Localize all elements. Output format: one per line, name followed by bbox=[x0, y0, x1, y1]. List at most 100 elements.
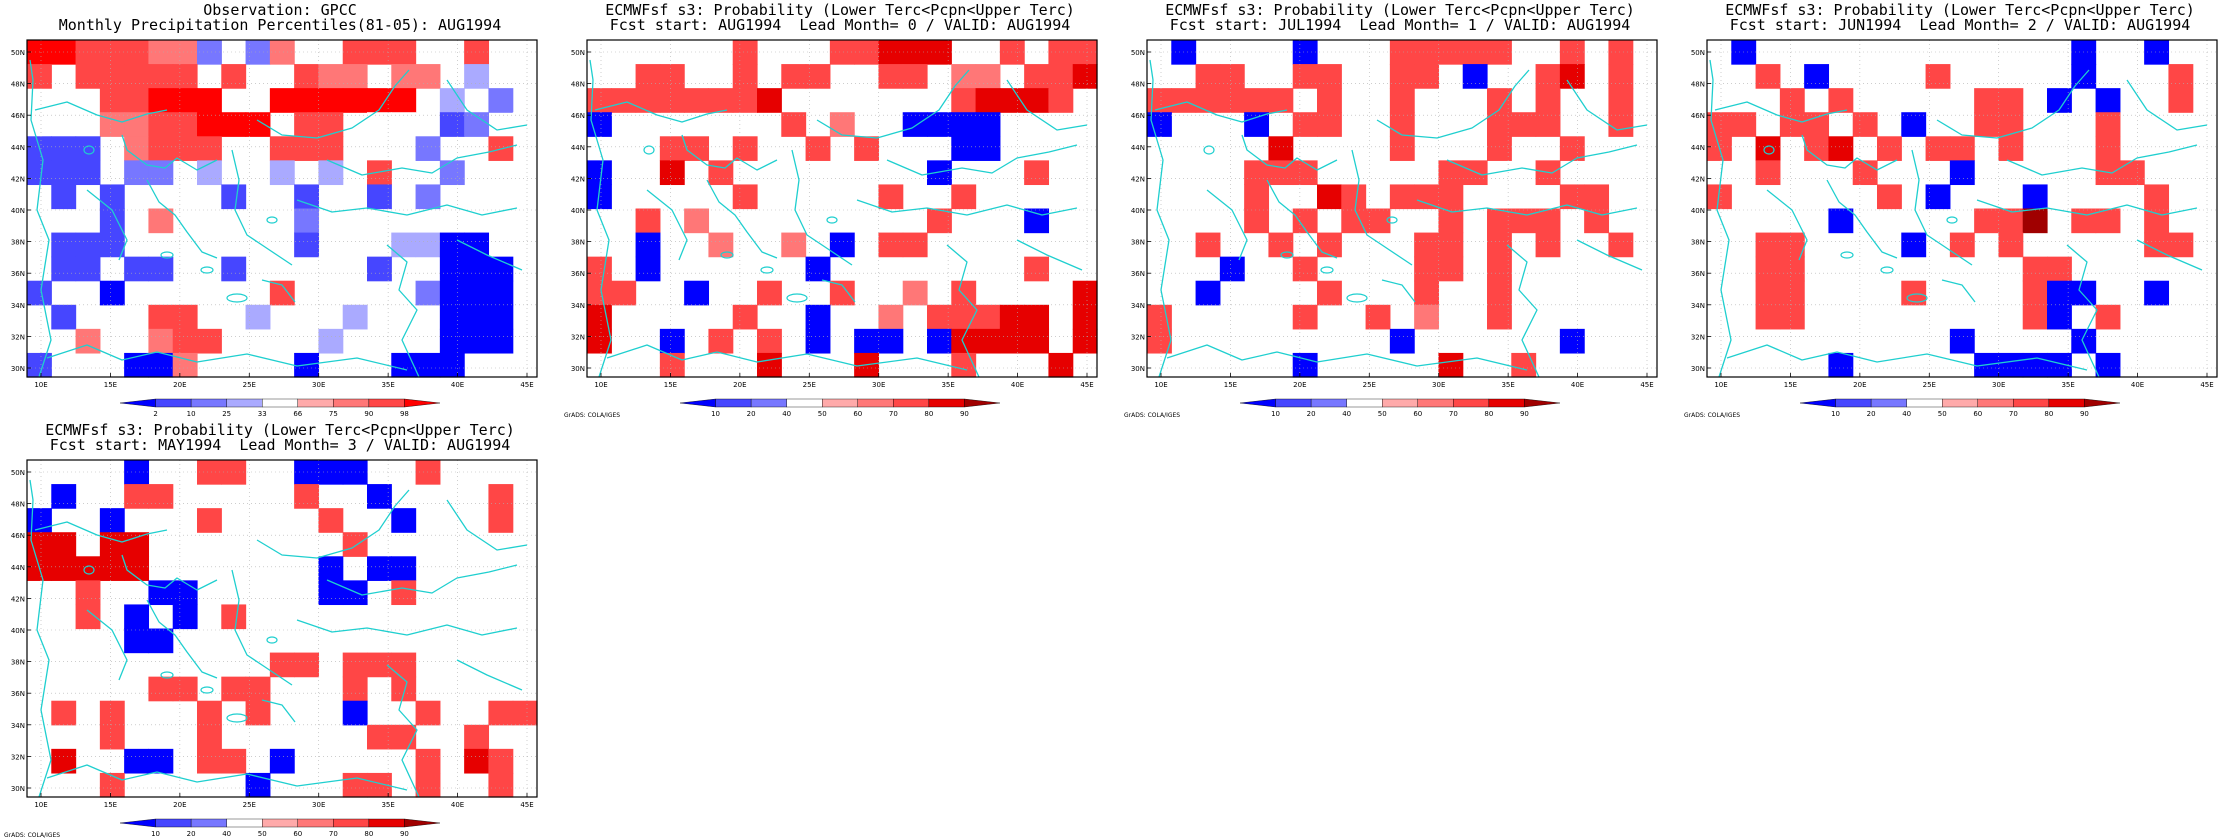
shaded-grid-cell bbox=[197, 508, 222, 533]
latitude-tick-label: 30N bbox=[1691, 365, 1705, 373]
coastline bbox=[256, 489, 410, 559]
shaded-grid-cell bbox=[172, 604, 198, 630]
shaded-grid-cell bbox=[124, 628, 150, 654]
latitude-tick-label: 30N bbox=[571, 365, 585, 373]
shaded-grid-cell bbox=[1852, 112, 1878, 137]
coastline bbox=[1576, 239, 1643, 271]
island-coastline bbox=[1203, 145, 1215, 155]
shaded-grid-cell bbox=[1779, 112, 1805, 137]
shaded-grid-cell bbox=[342, 676, 368, 702]
shaded-grid-cell bbox=[1487, 40, 1512, 65]
credit-label: GrADS: COLA/IGES bbox=[1124, 412, 1181, 419]
panel-title-line2: Fcst start: MAY1994 Lead Month= 3 / VALI… bbox=[49, 436, 511, 454]
shaded-grid-cell bbox=[805, 64, 831, 89]
colorbar-swatch bbox=[368, 818, 405, 828]
shaded-grid-cell bbox=[367, 184, 392, 210]
colorbar-label: 60 bbox=[1973, 410, 1982, 418]
shaded-grid-cell bbox=[1949, 328, 1975, 354]
shaded-grid-cell bbox=[2022, 208, 2048, 234]
colorbar-swatch bbox=[1239, 398, 1276, 408]
shaded-grid-cell bbox=[124, 64, 150, 89]
colorbar-label: 10 bbox=[1831, 410, 1840, 418]
shaded-grid-cell bbox=[464, 40, 490, 65]
shaded-grid-cell bbox=[1048, 352, 1074, 378]
shaded-grid-cell bbox=[1438, 232, 1464, 258]
shaded-grid-cell bbox=[1048, 40, 1074, 65]
map-plot: 50N 48N 46N 44N 42N 40N 38N 36N 34N 32N 30N 10E 15E 2… bbox=[1131, 39, 1658, 418]
shaded-grid-cell bbox=[27, 40, 52, 65]
shaded-grid-cell bbox=[999, 304, 1025, 330]
longitude-tick-label: 25E bbox=[243, 801, 256, 809]
shaded-grid-cell bbox=[27, 160, 52, 186]
coastline bbox=[231, 569, 293, 686]
longitude-tick-label: 45E bbox=[1080, 381, 1093, 389]
shaded-grid-cell bbox=[1487, 112, 1512, 137]
shaded-grid-cell bbox=[1072, 280, 1098, 306]
coastline bbox=[646, 189, 688, 261]
panel-title-line1: Observation: GPCC bbox=[203, 1, 357, 19]
shaded-grid-cell bbox=[99, 112, 125, 137]
coastline bbox=[886, 144, 1078, 176]
coastline bbox=[231, 149, 293, 266]
panel-title-line1: ECMWFsf s3: Probability (Lower Terc<Pcpn… bbox=[45, 421, 515, 439]
shaded-grid-cell bbox=[1024, 304, 1050, 330]
shaded-grid-cell bbox=[197, 40, 222, 65]
shaded-grid-cell bbox=[1268, 136, 1294, 161]
shaded-grid-cell bbox=[294, 652, 320, 678]
coastline bbox=[34, 101, 168, 123]
shaded-grid-cell bbox=[2047, 280, 2072, 306]
shaded-grid-cell bbox=[999, 328, 1025, 354]
shaded-grid-cell bbox=[732, 88, 758, 113]
shaded-grid-cell bbox=[342, 532, 368, 557]
shaded-grid-cell bbox=[1365, 304, 1391, 330]
shaded-grid-cell bbox=[197, 748, 222, 774]
shaded-grid-cell bbox=[124, 484, 150, 509]
longitude-tick-label: 25E bbox=[243, 381, 256, 389]
colorbar-label: 50 bbox=[1938, 410, 1947, 418]
shaded-grid-cell bbox=[975, 328, 1001, 354]
colorbar-label: 40 bbox=[1902, 410, 1911, 418]
shaded-grid-cell bbox=[878, 40, 904, 65]
longitude-tick-label: 40E bbox=[1011, 381, 1024, 389]
shaded-grid-cell bbox=[659, 136, 685, 161]
panel-title-line2: Fcst start: JUN1994 Lead Month= 2 / VALI… bbox=[1729, 16, 2191, 34]
shaded-grid-cell bbox=[99, 88, 125, 113]
shaded-grid-cell bbox=[1487, 256, 1512, 282]
shaded-grid-cell bbox=[1341, 184, 1367, 210]
shaded-grid-cell bbox=[75, 64, 101, 89]
coastline bbox=[946, 244, 980, 378]
panel-title-line2: Fcst start: JUL1994 Lead Month= 1 / VALI… bbox=[1169, 16, 1631, 34]
coastline bbox=[821, 279, 856, 303]
shaded-grid-cell bbox=[99, 208, 125, 234]
longitude-tick-label: 20E bbox=[733, 381, 746, 389]
shaded-grid-cell bbox=[2095, 208, 2121, 234]
shaded-grid-cell bbox=[51, 184, 77, 210]
shaded-grid-cell bbox=[2071, 328, 2097, 354]
latitude-tick-label: 40N bbox=[1131, 207, 1145, 215]
shaded-grid-cell bbox=[1998, 352, 2024, 378]
shaded-grid-cell bbox=[659, 88, 685, 113]
coastline bbox=[1376, 69, 1530, 139]
shaded-grid-cell bbox=[1779, 232, 1805, 258]
shaded-grid-cell bbox=[294, 208, 320, 234]
shaded-grid-cell bbox=[464, 328, 490, 354]
latitude-tick-label: 38N bbox=[11, 239, 25, 247]
shaded-grid-cell bbox=[1072, 64, 1098, 89]
shaded-grid-cell bbox=[2071, 208, 2097, 234]
shaded-grid-cell bbox=[1195, 280, 1221, 306]
island-coastline bbox=[160, 251, 174, 259]
colorbar-swatch bbox=[155, 398, 192, 408]
shaded-grid-cell bbox=[221, 676, 247, 702]
colorbar-swatch bbox=[333, 398, 370, 408]
shaded-grid-cell bbox=[197, 460, 222, 485]
colorbar-label: 10 bbox=[187, 410, 196, 418]
shaded-grid-cell bbox=[294, 136, 320, 161]
longitude-tick-label: 40E bbox=[451, 381, 464, 389]
shaded-grid-cell bbox=[951, 184, 977, 210]
shaded-grid-cell bbox=[635, 232, 661, 258]
shaded-grid-cell bbox=[635, 88, 661, 113]
colorbar-swatch bbox=[297, 398, 334, 408]
latitude-tick-label: 44N bbox=[11, 564, 25, 572]
shaded-grid-cell bbox=[51, 484, 77, 509]
shaded-grid-cell bbox=[805, 256, 831, 282]
